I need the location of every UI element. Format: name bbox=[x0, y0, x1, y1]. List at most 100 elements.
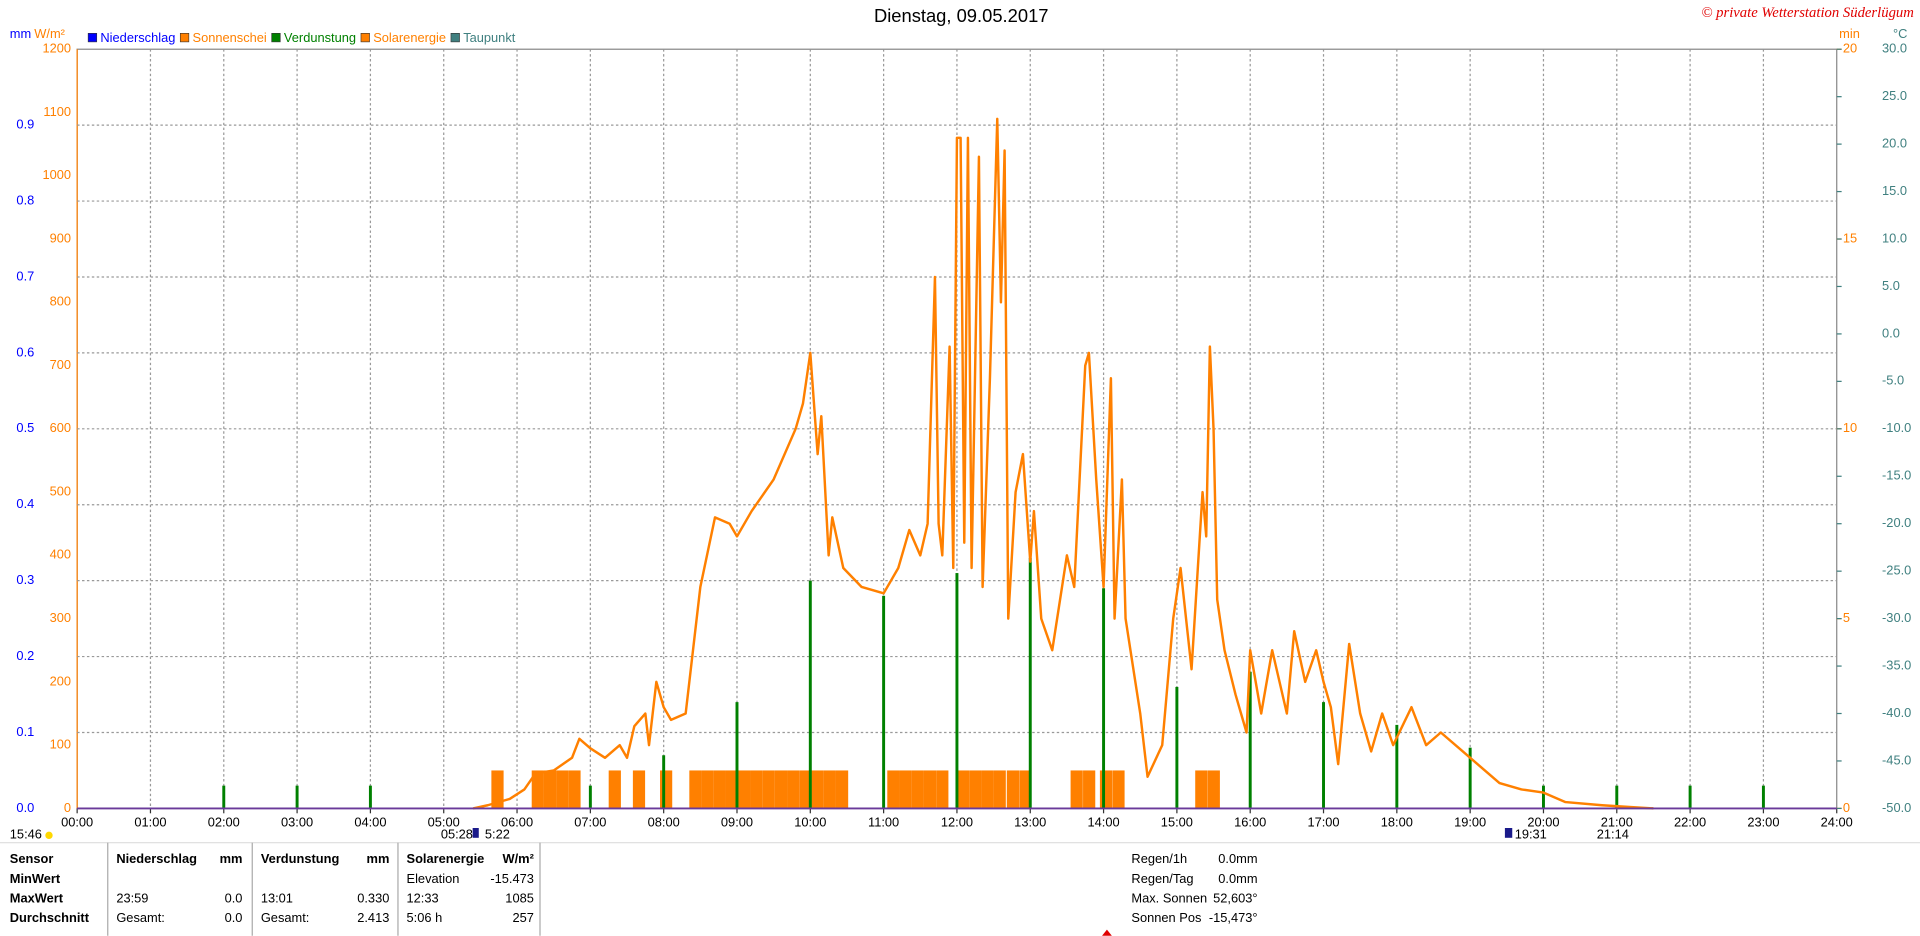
x-tick-label: 04:00 bbox=[354, 814, 386, 829]
y-tick-label: 300 bbox=[50, 610, 71, 625]
x-tick-label: 09:00 bbox=[721, 814, 753, 829]
x-tick-label: 15:00 bbox=[1161, 814, 1193, 829]
y-tick-label: 1200 bbox=[42, 41, 71, 56]
sunshine-bar bbox=[750, 770, 763, 809]
table-header: mm bbox=[367, 851, 390, 866]
legend-label: Sonnenschei bbox=[193, 30, 267, 45]
evaporation-spike bbox=[1542, 785, 1545, 809]
sunshine-bar bbox=[811, 770, 824, 809]
cell-value: 0.0 bbox=[225, 910, 243, 925]
y-tick-label: -25.0 bbox=[1882, 563, 1911, 578]
y-tick-label: 0.3 bbox=[16, 572, 34, 587]
axis-unit: mm bbox=[10, 26, 31, 41]
y-tick-label: -5.0 bbox=[1882, 373, 1904, 388]
sunshine-bar bbox=[911, 770, 924, 809]
y-tick-label: -20.0 bbox=[1882, 515, 1911, 530]
cell-value: 1085 bbox=[505, 890, 534, 905]
x-tick-label: 18:00 bbox=[1381, 814, 1413, 829]
y-tick-label: -45.0 bbox=[1882, 752, 1911, 767]
sunshine-bar bbox=[568, 770, 581, 809]
evaporation-spike bbox=[808, 580, 812, 809]
sun-icon bbox=[45, 831, 53, 840]
x-tick-label: 11:00 bbox=[868, 814, 899, 829]
sunshine-bar bbox=[899, 770, 912, 809]
x-tick-label: 05:00 bbox=[428, 814, 460, 829]
info-label: Max. Sonnen bbox=[1131, 890, 1207, 905]
y-tick-label: 0.4 bbox=[16, 496, 34, 511]
evaporation-spike bbox=[1615, 785, 1619, 809]
x-tick-label: 08:00 bbox=[648, 814, 680, 829]
y-tick-label: 20 bbox=[1843, 41, 1857, 56]
cell-value: 2.413 bbox=[357, 910, 389, 925]
y-tick-label: 0.0 bbox=[16, 800, 34, 815]
x-tick-label: 12:00 bbox=[941, 814, 973, 829]
cell-label: Gesamt: bbox=[116, 910, 165, 925]
y-tick-label: 200 bbox=[50, 673, 71, 688]
sunshine-bar bbox=[993, 770, 1006, 809]
solar-line bbox=[472, 117, 1654, 810]
sunshine-bar bbox=[762, 770, 775, 809]
evaporation-spike bbox=[1761, 785, 1765, 809]
x-tick-label: 23:00 bbox=[1747, 814, 1779, 829]
cell-label: 23:59 bbox=[116, 890, 148, 905]
y-tick-label: 5.0 bbox=[1882, 278, 1900, 293]
y-tick-label: 800 bbox=[50, 294, 71, 309]
evaporation-spike bbox=[955, 573, 959, 809]
y-tick-label: -50.0 bbox=[1882, 800, 1911, 815]
evaporation-spike bbox=[1102, 588, 1106, 809]
cell-value: 0.0 bbox=[225, 890, 243, 905]
sun-time: 5:22 bbox=[485, 827, 510, 842]
sunshine-bar bbox=[969, 770, 982, 809]
x-tick-label: 10:00 bbox=[794, 814, 826, 829]
sunshine-bar bbox=[1207, 770, 1220, 809]
x-tick-label: 21:00 bbox=[1601, 814, 1633, 829]
sunshine-bar bbox=[981, 770, 994, 809]
y-tick-label: -35.0 bbox=[1882, 657, 1911, 672]
sunshine-bar bbox=[713, 770, 726, 809]
cell-value: 257 bbox=[512, 910, 533, 925]
y-tick-label: 25.0 bbox=[1882, 88, 1907, 103]
evaporation-spike bbox=[222, 785, 226, 809]
y-tick-label: 10 bbox=[1843, 420, 1857, 435]
x-tick-label: 20:00 bbox=[1527, 814, 1559, 829]
sunshine-bar bbox=[1019, 770, 1032, 809]
evaporation-spike bbox=[1175, 686, 1179, 809]
info-value: 0.0mm bbox=[1218, 851, 1257, 866]
cell-label: Elevation bbox=[407, 871, 460, 886]
info-value: 52,603° bbox=[1213, 890, 1257, 905]
y-tick-label: -10.0 bbox=[1882, 420, 1911, 435]
legend-swatch bbox=[271, 32, 281, 43]
cell-value: 0.330 bbox=[357, 890, 389, 905]
credit: © private Wetterstation Süderlügum bbox=[1701, 5, 1914, 21]
sunshine-bar bbox=[725, 770, 739, 809]
x-tick-label: 16:00 bbox=[1234, 814, 1266, 829]
legend-label: Verdunstung bbox=[284, 30, 356, 45]
x-tick-label: 06:00 bbox=[501, 814, 533, 829]
y-tick-label: 400 bbox=[50, 547, 71, 562]
table-header: Niederschlag bbox=[116, 851, 197, 866]
y-tick-label: 100 bbox=[50, 737, 71, 752]
table-header: mm bbox=[220, 851, 243, 866]
x-tick-label: 13:00 bbox=[1014, 814, 1046, 829]
table-header: Sensor bbox=[10, 851, 54, 866]
table-header: W/m² bbox=[502, 851, 533, 866]
sun-time: 05:28 bbox=[441, 827, 473, 842]
sunshine-bar bbox=[556, 770, 569, 809]
sunshine-bar bbox=[1112, 770, 1125, 809]
x-tick-label: 03:00 bbox=[281, 814, 313, 829]
sun-time: 15:46 bbox=[10, 827, 42, 842]
sunshine-bar bbox=[835, 770, 849, 809]
x-tick-label: 07:00 bbox=[574, 814, 606, 829]
x-tick-label: 19:00 bbox=[1454, 814, 1486, 829]
row-label: MinWert bbox=[10, 871, 61, 886]
y-tick-label: 700 bbox=[50, 357, 71, 372]
sunshine-bar bbox=[689, 770, 702, 809]
cell-value: -15.473 bbox=[490, 871, 534, 886]
legend-label: Solarenergie bbox=[373, 30, 446, 45]
evaporation-spike bbox=[1248, 671, 1252, 809]
y-tick-label: -15.0 bbox=[1882, 468, 1911, 483]
sunshine-bar bbox=[491, 770, 504, 809]
legend-swatch bbox=[360, 32, 370, 43]
evaporation-spike bbox=[1688, 785, 1692, 809]
